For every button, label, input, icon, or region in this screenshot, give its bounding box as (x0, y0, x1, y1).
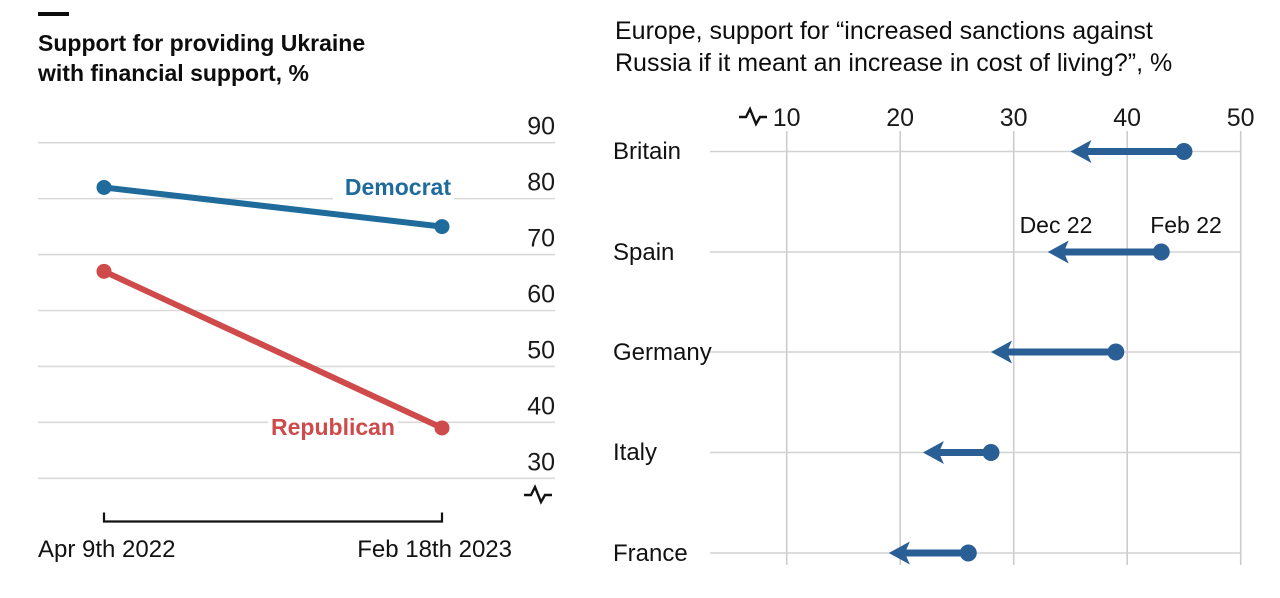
democrat-start-dot (96, 179, 112, 195)
left-title-line1: Support for providing Ukraine (38, 30, 366, 56)
y-tick-label-70: 70 (527, 225, 555, 253)
x-tick-label-10: 10 (773, 104, 801, 132)
x-tick-label-30: 30 (1000, 104, 1028, 132)
arrowhead (991, 340, 1012, 364)
y-tick-label-60: 60 (527, 280, 555, 308)
left-chart-title: Support for providing Ukraine with finan… (38, 28, 365, 88)
y-tick-label-50: 50 (527, 336, 555, 364)
arrow-britain (1070, 140, 1193, 163)
feb-dot (1107, 343, 1125, 361)
republican-line (101, 268, 445, 431)
republican-end-dot (434, 420, 450, 436)
x-axis-start-date: Apr 9th 2022 (38, 536, 176, 563)
y-tick-label-90: 90 (527, 113, 555, 141)
right-title-line2: Russia if it meant an increase in cost o… (615, 49, 1173, 77)
left-axis-break-squiggle (524, 484, 552, 505)
row-label-italy: Italy (613, 439, 658, 466)
arrow-france (888, 541, 977, 565)
x-axis-end-date: Feb 18th 2023 (357, 536, 512, 563)
arrow-germany (991, 340, 1125, 364)
republican-series-label: Republican (268, 414, 398, 441)
arrowhead (1047, 240, 1069, 264)
row-label-britain: Britain (613, 138, 682, 165)
row-label-germany: Germany (613, 339, 712, 366)
feb-dot (982, 444, 1000, 461)
row-label-france: France (613, 540, 688, 567)
republican-start-dot (96, 263, 112, 279)
feb-dot (1152, 243, 1170, 261)
feb-dot (1175, 143, 1193, 160)
right-title-line1: Europe, support for “increased sanctions… (615, 17, 1153, 45)
y-tick-label-80: 80 (527, 169, 555, 197)
y-tick-label-40: 40 (527, 392, 555, 420)
chart-top-tick (38, 12, 69, 16)
feb-dot (959, 544, 977, 562)
annotation-dec-22: Dec 22 (1019, 212, 1093, 238)
arrow-italy (922, 441, 1000, 464)
democrat-series-label: Democrat (333, 174, 454, 201)
x-axis-range-bracket (102, 512, 444, 523)
left-title-line2: with financial support, % (38, 60, 309, 86)
annotation-feb-22: Feb 22 (1150, 212, 1222, 238)
democrat-end-dot (434, 219, 450, 235)
y-tick-label-30: 30 (527, 448, 555, 476)
row-label-spain: Spain (613, 239, 675, 266)
arrowhead (922, 441, 944, 464)
arrowhead (888, 541, 910, 565)
right-axis-break-squiggle (739, 106, 767, 127)
right-chart-title: Europe, support for “increased sanctions… (615, 15, 1172, 79)
x-tick-label-40: 40 (1113, 104, 1141, 132)
arrowhead (1070, 140, 1092, 163)
x-tick-label-20: 20 (886, 104, 914, 132)
arrow-spain (1047, 240, 1170, 264)
democrat-line (101, 184, 445, 230)
x-tick-label-50: 50 (1227, 104, 1255, 132)
